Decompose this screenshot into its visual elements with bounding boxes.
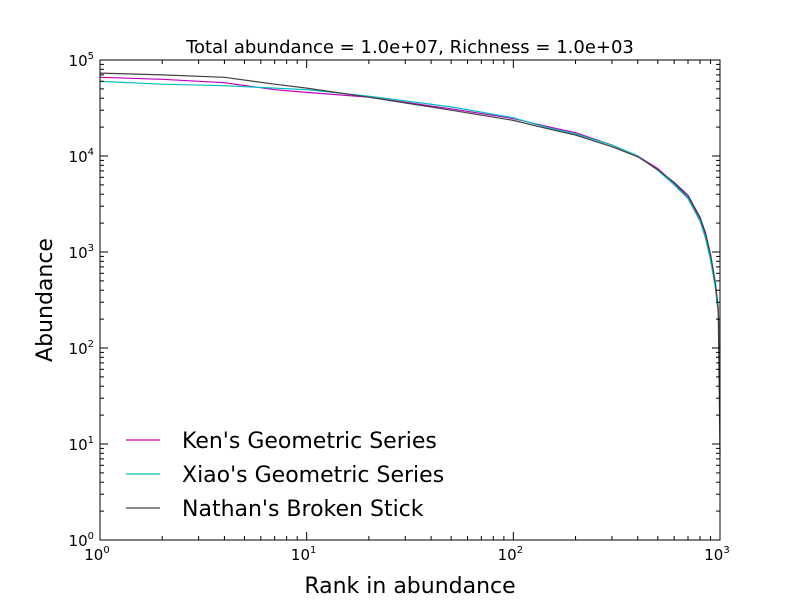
legend-label-2: Nathan's Broken Stick: [182, 497, 424, 522]
x-tick-label: 102: [498, 545, 523, 564]
plot-frame: [99, 59, 721, 541]
series-line-1: [99, 80, 721, 351]
series-layer: [99, 72, 721, 454]
legend-label-1: Xiao's Geometric Series: [182, 463, 444, 488]
x-axis-label: Rank in abundance: [304, 574, 515, 599]
ticks-layer: 100 101 102 103 100 101 102 103 104 105: [69, 51, 730, 564]
x-tick-label: 103: [704, 545, 729, 564]
y-tick-label: 103: [69, 243, 94, 262]
series-line-2: [99, 72, 721, 454]
y-tick-label: 101: [69, 435, 94, 454]
legend-label-0: Ken's Geometric Series: [182, 429, 437, 454]
y-tick-label: 100: [69, 531, 94, 550]
y-tick-label: 105: [69, 51, 94, 70]
y-tick-label: 102: [69, 339, 94, 358]
chart-title: Total abundance = 1.0e+07, Richness = 1.…: [185, 37, 634, 58]
legend: Ken's Geometric Series Xiao's Geometric S…: [126, 429, 444, 522]
series-line-0: [99, 76, 721, 353]
y-tick-label: 104: [69, 147, 94, 166]
y-axis-label: Abundance: [33, 238, 58, 362]
x-tick-label: 101: [291, 545, 316, 564]
x-tick-label: 100: [84, 545, 109, 564]
